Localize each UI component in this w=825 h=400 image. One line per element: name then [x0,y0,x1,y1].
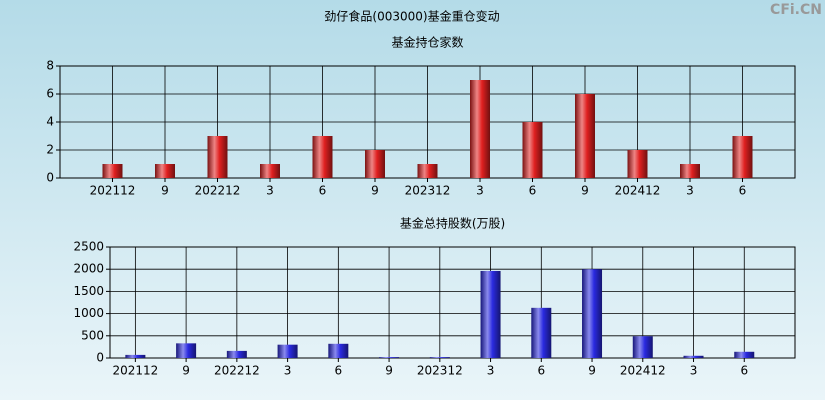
x-tick-label: 3 [487,364,495,378]
bar [582,269,603,358]
chart-title: 基金总持股数(万股) [400,216,505,231]
bar [155,164,175,178]
page-title: 劲仔食品(003000)基金重仓变动 [324,9,499,24]
bar [627,150,648,178]
x-tick-label: 202412 [620,364,666,378]
bar [125,354,146,358]
x-tick-label: 202312 [405,184,451,198]
bar [207,136,228,178]
x-tick-label: 6 [529,184,537,198]
y-tick-label: 0 [96,351,104,365]
x-tick-label: 9 [385,364,393,378]
bar [632,336,653,358]
chart-title: 基金持仓家数 [391,35,463,50]
x-tick-label: 3 [686,184,694,198]
bar [102,164,123,178]
x-tick-label: 3 [284,364,292,378]
bar [365,150,385,178]
y-tick-label: 500 [81,328,104,342]
y-tick-label: 1000 [73,306,104,320]
x-tick-label: 202112 [112,364,158,378]
bar [734,351,755,358]
x-tick-label: 3 [476,184,484,198]
x-tick-label: 6 [740,364,748,378]
y-tick-label: 4 [46,115,54,129]
x-tick-label: 202312 [417,364,463,378]
y-tick-label: 8 [46,59,54,73]
x-tick-label: 9 [588,364,596,378]
watermark: CFi.CN [770,2,822,18]
x-tick-label: 6 [537,364,545,378]
x-tick-label: 6 [739,184,747,198]
bar [429,357,450,358]
y-tick-label: 0 [46,171,54,185]
x-tick-label: 202212 [195,184,241,198]
y-tick-label: 2000 [73,262,104,276]
bar [277,344,298,358]
y-tick-label: 2500 [73,240,104,254]
bar [470,80,490,178]
x-tick-label: 202412 [615,184,661,198]
bar [312,136,333,178]
bar [260,164,280,178]
x-tick-label: 3 [266,184,274,198]
x-tick-label: 9 [581,184,589,198]
bar [176,343,197,358]
y-tick-label: 6 [46,87,54,101]
bar [480,270,501,358]
x-tick-label: 9 [371,184,379,198]
x-tick-label: 6 [319,184,327,198]
bar [531,307,552,358]
bar [226,350,247,358]
bar [680,164,700,178]
bar [417,164,438,178]
bar [575,94,595,178]
bar [683,355,704,358]
x-tick-label: 9 [161,184,169,198]
x-tick-label: 6 [335,364,343,378]
bar [732,136,753,178]
bar [328,343,349,358]
x-tick-label: 9 [182,364,190,378]
bar [379,357,400,358]
x-tick-label: 202212 [214,364,260,378]
x-tick-label: 3 [690,364,698,378]
y-tick-label: 1500 [73,284,104,298]
y-tick-label: 2 [46,143,54,157]
bar [522,122,543,178]
x-tick-label: 202112 [90,184,136,198]
